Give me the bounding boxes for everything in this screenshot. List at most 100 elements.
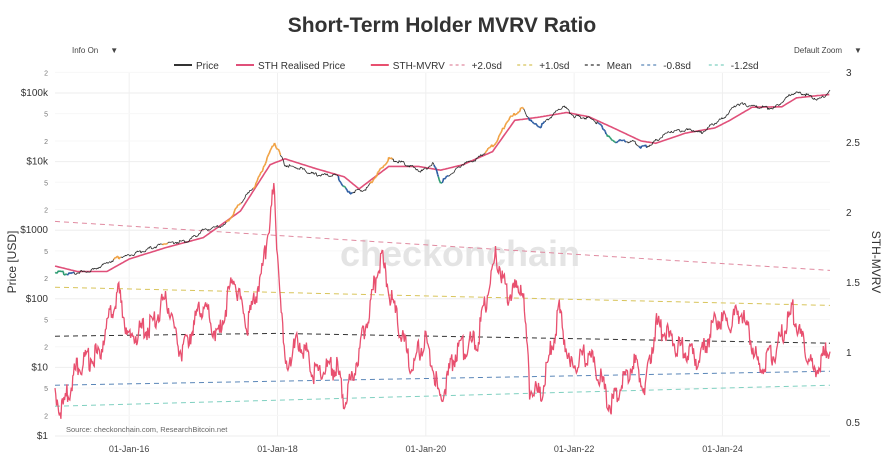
price-segment	[412, 165, 414, 167]
price-segment	[785, 96, 788, 99]
price-segment	[253, 186, 256, 189]
price-segment	[431, 162, 433, 166]
price-segment	[784, 97, 786, 100]
price-segment	[232, 213, 235, 216]
price-segment	[159, 243, 161, 246]
price-segment	[79, 271, 81, 274]
price-segment	[225, 221, 227, 224]
price-segment	[371, 179, 374, 183]
price-segment	[700, 130, 703, 134]
price-segment	[421, 169, 424, 172]
price-segment	[85, 271, 88, 273]
price-segment	[377, 170, 380, 173]
price-segment	[575, 114, 577, 117]
price-segment	[210, 228, 212, 230]
price-segment	[267, 153, 270, 157]
price-segment	[266, 155, 269, 158]
price-segment	[762, 105, 764, 108]
price-segment	[167, 241, 169, 244]
price-segment	[306, 171, 308, 174]
price-segment	[598, 122, 601, 125]
price-segment	[560, 108, 562, 110]
price-segment	[486, 147, 489, 151]
price-segment	[185, 241, 188, 243]
price-segment	[484, 153, 486, 155]
price-segment	[209, 228, 211, 231]
price-segment	[128, 254, 130, 256]
y-tick-label: 5	[44, 180, 48, 187]
price-segment	[535, 123, 538, 126]
price-segment	[817, 98, 820, 100]
price-segment	[737, 103, 740, 106]
price-segment	[818, 97, 820, 99]
price-segment	[521, 106, 523, 109]
price-segment	[243, 199, 245, 201]
price-segment	[427, 168, 429, 170]
price-segment	[770, 107, 772, 110]
price-segment	[326, 173, 329, 176]
price-segment	[500, 129, 503, 133]
price-segment	[451, 172, 453, 175]
price-segment	[202, 228, 204, 230]
price-segment	[596, 121, 599, 123]
price-segment	[439, 181, 442, 184]
price-segment	[705, 129, 707, 132]
price-segment	[742, 103, 745, 105]
price-segment	[270, 147, 273, 150]
price-segment	[473, 160, 476, 162]
price-segment	[574, 116, 576, 118]
price-segment	[558, 108, 560, 110]
price-segment	[751, 104, 753, 106]
band-line--1-2sd	[54, 384, 831, 407]
price-segment	[240, 202, 243, 204]
info-toggle-dropdown[interactable]: Info On ▼	[72, 46, 118, 55]
price-segment	[612, 140, 615, 143]
price-segment	[344, 186, 347, 189]
price-segment	[497, 135, 500, 138]
price-segment	[243, 197, 246, 200]
price-segment	[735, 104, 737, 107]
price-segment	[552, 114, 554, 116]
price-segment	[731, 107, 733, 109]
price-segment	[623, 140, 627, 143]
price-segment	[778, 104, 780, 106]
price-segment	[267, 152, 270, 155]
price-segment	[620, 139, 623, 142]
price-segment	[676, 129, 678, 131]
price-segment	[94, 267, 96, 270]
price-segment	[746, 106, 748, 108]
price-segment	[748, 105, 751, 107]
price-segment	[165, 242, 168, 245]
legend-label: Price	[196, 61, 219, 72]
price-segment	[348, 191, 351, 195]
price-segment	[217, 225, 219, 228]
price-segment	[570, 113, 573, 116]
price-segment	[338, 179, 341, 182]
price-segment	[323, 173, 325, 176]
zoom-dropdown[interactable]: Default Zoom ▼	[794, 46, 862, 55]
y-axis-label: Price [USD]	[5, 231, 19, 294]
price-segment	[415, 168, 418, 171]
price-segment	[236, 204, 239, 207]
price-segment	[711, 123, 714, 125]
price-segment	[751, 104, 754, 106]
price-segment	[578, 114, 580, 117]
price-segment	[769, 107, 771, 110]
price-segment	[653, 140, 655, 143]
band-line--2-0sd	[54, 220, 831, 271]
price-segment	[56, 271, 59, 274]
price-segment	[181, 240, 183, 242]
price-segment	[342, 185, 344, 187]
price-segment	[811, 95, 813, 99]
price-segment	[257, 176, 260, 178]
price-segment	[155, 246, 157, 249]
y2-tick-label: 0.5	[846, 418, 860, 429]
y-tick-label: 5	[44, 317, 48, 324]
price-segment	[138, 250, 140, 252]
price-segment	[495, 141, 498, 144]
price-segment	[58, 270, 61, 273]
price-segment	[212, 226, 214, 228]
price-segment	[783, 99, 786, 101]
price-segment	[651, 141, 654, 146]
